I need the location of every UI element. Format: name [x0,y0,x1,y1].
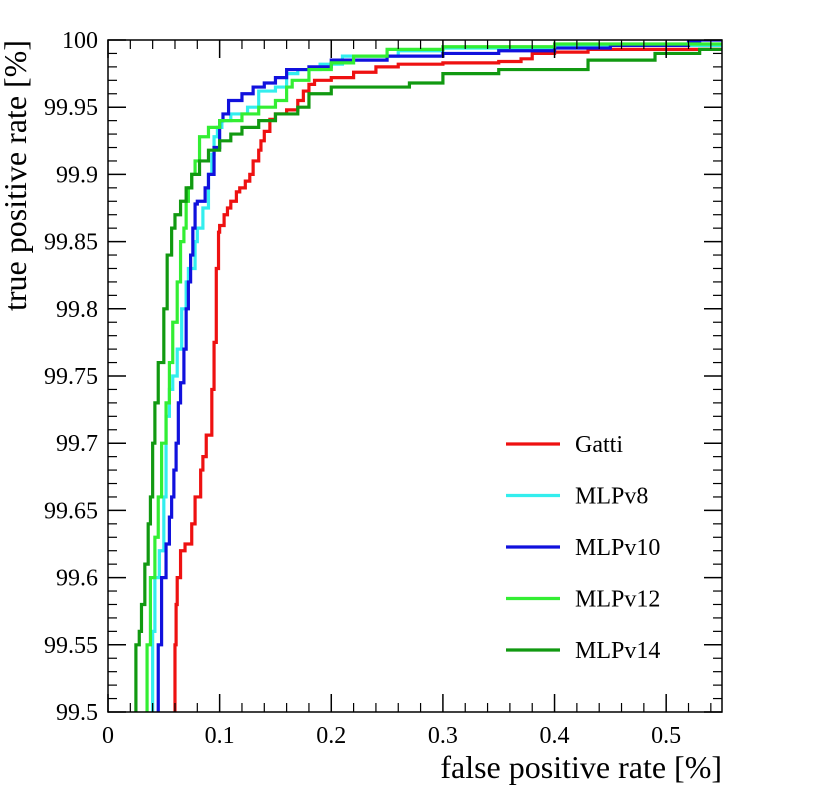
legend-item: MLPv12 [506,587,660,613]
y-axis-title: true positive rate [%] [0,40,33,311]
series-line-gatti [173,47,722,712]
x-tick-label: 0.1 [205,723,235,749]
series-line-mlpv12 [145,42,722,712]
y-tick-label: 99.75 [44,364,98,390]
legend-item: Gatti [506,432,623,458]
x-tick-label: 0 [102,723,114,749]
legend-label: MLPv14 [575,638,660,664]
legend-label: MLPv8 [575,484,648,510]
legend-label: MLPv12 [575,587,660,613]
x-tick-label: 0.4 [540,723,570,749]
x-tick-label: 0.3 [428,723,458,749]
legend: Gatti MLPv8 MLPv10 MLPv12 MLPv14 [506,432,660,664]
y-tick-label: 99.8 [56,297,98,323]
y-tick-label: 99.55 [44,633,98,659]
y-tick-label: 99.65 [44,498,98,524]
legend-label: Gatti [575,432,623,458]
legend-item: MLPv14 [506,638,660,664]
y-tick-label: 99.7 [56,431,98,457]
x-axis-title: false positive rate [%] [440,749,722,785]
y-tick-label: 99.95 [44,95,98,121]
x-tick-label: 0.2 [316,723,346,749]
y-tick-label: 99.5 [56,700,98,726]
series-layer [134,40,722,712]
x-tick-label: 0.5 [651,723,681,749]
y-tick-label: 99.85 [44,230,98,256]
y-tick-label: 99.9 [56,162,98,188]
axis-layer: 0 0.1 0.2 0.3 0.4 0.5 99.5 99.55 99.6 99.65 99.7 99… [44,28,722,749]
legend-item: MLPv8 [506,484,648,510]
legend-item: MLPv10 [506,535,660,561]
y-tick-label: 100 [62,28,98,54]
y-tick-label: 99.6 [56,566,98,592]
series-line-mlpv14 [134,47,722,712]
legend-label: MLPv10 [575,535,660,561]
